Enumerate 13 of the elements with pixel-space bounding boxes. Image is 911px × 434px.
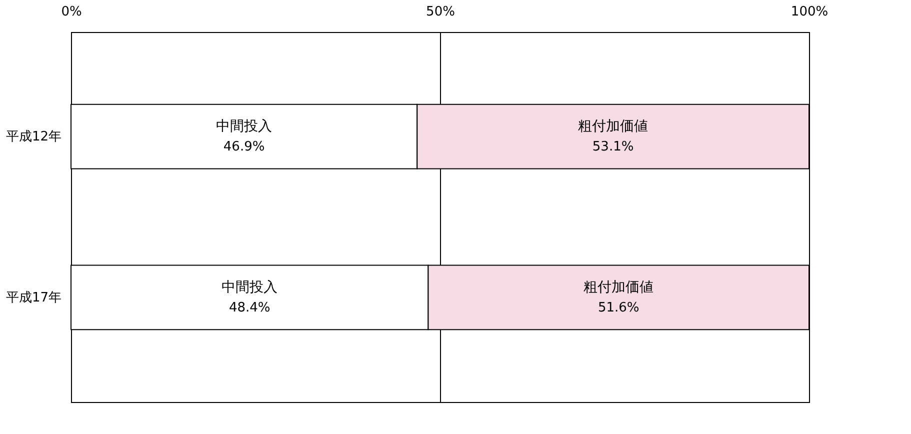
x-tick-label: 50% [426,4,455,20]
y-tick-label: 平成12年 [6,130,62,145]
series-label: 中間投入 [216,118,272,135]
data-label: 53.1% [592,140,634,155]
y-tick-label: 平成17年 [6,290,62,306]
series-label: 粗付加価値 [578,118,648,135]
x-tick-label: 0% [61,4,82,20]
data-label: 46.9% [223,140,265,155]
data-label: 51.6% [598,300,640,316]
text: 粗付加価値 [584,279,654,296]
data-label: 48.4% [228,300,270,316]
text: 中間投入 [222,279,278,296]
x-tick-label: 100% [790,4,828,20]
